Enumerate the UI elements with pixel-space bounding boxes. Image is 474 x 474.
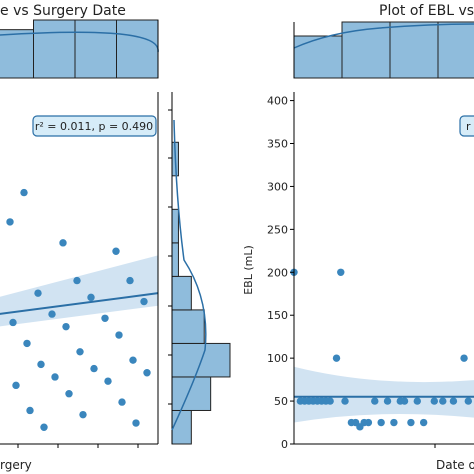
right-point bbox=[407, 418, 415, 427]
right-top-histogram bbox=[293, 21, 474, 79]
left-title: e vs Surgery Date bbox=[0, 3, 126, 19]
left-y-hist-bar bbox=[171, 409, 192, 445]
right-confidence-band bbox=[294, 366, 474, 423]
left-top-hist-bar bbox=[0, 29, 34, 79]
right-y-tick-label: 50 bbox=[274, 395, 288, 408]
right-y-tick-label: 250 bbox=[267, 223, 288, 236]
right-point bbox=[377, 418, 385, 427]
right-y-tick-label: 400 bbox=[267, 95, 288, 108]
left-point bbox=[51, 373, 59, 381]
right-point bbox=[332, 354, 341, 362]
left-main-axes: r² = 0.011, p = 0.490 bbox=[0, 92, 159, 448]
left-point bbox=[6, 218, 14, 226]
left-top-histogram bbox=[0, 19, 159, 79]
left-point bbox=[90, 364, 98, 373]
left-stats-box bbox=[32, 115, 157, 137]
right-panel: Plot of EBL vs 0 50 100 150 200 250 300 350 400 r… bbox=[242, 3, 474, 472]
left-point bbox=[115, 331, 123, 339]
left-point bbox=[118, 398, 126, 406]
left-fit-line bbox=[0, 292, 159, 315]
right-point bbox=[326, 397, 334, 405]
left-point bbox=[112, 247, 120, 255]
right-y-tick-label: 150 bbox=[267, 309, 288, 322]
left-top-hist-bar bbox=[116, 19, 159, 79]
left-point bbox=[59, 239, 67, 247]
right-top-hist-bar bbox=[293, 35, 343, 79]
left-point bbox=[104, 377, 112, 385]
left-top-kde bbox=[0, 31, 159, 53]
right-point bbox=[449, 397, 458, 405]
left-point bbox=[132, 419, 140, 427]
left-point bbox=[48, 310, 56, 318]
right-stats-label: r bbox=[466, 120, 471, 133]
right-point bbox=[337, 268, 345, 276]
left-stats-label: r² = 0.011, p = 0.490 bbox=[35, 120, 153, 133]
right-point bbox=[341, 397, 349, 405]
left-point bbox=[20, 188, 28, 197]
right-y-tick-label: 200 bbox=[267, 266, 288, 279]
right-point bbox=[464, 397, 473, 405]
left-point bbox=[79, 410, 87, 419]
left-point bbox=[87, 293, 95, 302]
right-point bbox=[413, 397, 421, 405]
right-y-tick-label: 100 bbox=[267, 352, 288, 365]
right-y-tick-label: 0 bbox=[281, 438, 288, 451]
left-point bbox=[62, 322, 70, 331]
left-y-hist-bar bbox=[171, 309, 205, 344]
left-point bbox=[26, 406, 34, 415]
left-y-kde bbox=[171, 119, 207, 431]
right-top-hist-bar bbox=[437, 21, 474, 79]
right-y-tick-label: 300 bbox=[267, 180, 288, 193]
right-point bbox=[390, 418, 398, 427]
left-point bbox=[129, 356, 137, 364]
right-stats-box bbox=[459, 115, 474, 137]
left-top-hist-bar bbox=[33, 19, 76, 79]
right-point bbox=[419, 418, 428, 427]
right-point bbox=[460, 354, 468, 362]
right-point bbox=[439, 397, 447, 405]
left-point bbox=[101, 314, 109, 322]
right-point bbox=[383, 397, 392, 405]
left-point bbox=[65, 390, 73, 398]
left-y-hist-bar bbox=[171, 242, 179, 277]
right-y-tick-label: 350 bbox=[267, 138, 288, 151]
right-xlabel: Date o bbox=[436, 458, 474, 472]
right-point bbox=[371, 397, 379, 405]
right-point bbox=[430, 397, 438, 405]
left-top-hist-bar bbox=[74, 19, 117, 79]
left-point bbox=[34, 289, 42, 297]
left-point bbox=[73, 276, 81, 285]
left-point bbox=[23, 339, 31, 348]
left-point bbox=[40, 423, 48, 431]
left-marginal-y-histogram bbox=[168, 92, 231, 445]
right-top-hist-bar bbox=[389, 21, 439, 79]
left-point bbox=[37, 360, 45, 369]
right-top-kde bbox=[293, 23, 474, 49]
left-panel: e vs Surgery Date r² = 0.011, p = 0.490 … bbox=[0, 3, 231, 472]
left-y-hist-bar bbox=[171, 208, 179, 244]
right-title: Plot of EBL vs bbox=[379, 3, 474, 19]
left-point bbox=[126, 276, 134, 285]
right-top-hist-bar bbox=[341, 21, 391, 79]
left-point bbox=[143, 369, 151, 377]
left-point bbox=[76, 348, 84, 356]
right-main-axes: 0 50 100 150 200 250 300 350 400 r bbox=[267, 92, 474, 451]
left-point bbox=[12, 381, 20, 390]
right-point bbox=[400, 397, 409, 405]
left-y-hist-bar bbox=[171, 376, 212, 411]
left-point bbox=[140, 297, 148, 306]
right-ylabel: EBL (mL) bbox=[242, 245, 255, 295]
left-confidence-band bbox=[0, 255, 158, 327]
left-point bbox=[9, 318, 17, 327]
left-xlabel: rgery bbox=[0, 458, 32, 472]
left-y-hist-bar bbox=[171, 275, 192, 311]
right-point bbox=[364, 418, 373, 427]
